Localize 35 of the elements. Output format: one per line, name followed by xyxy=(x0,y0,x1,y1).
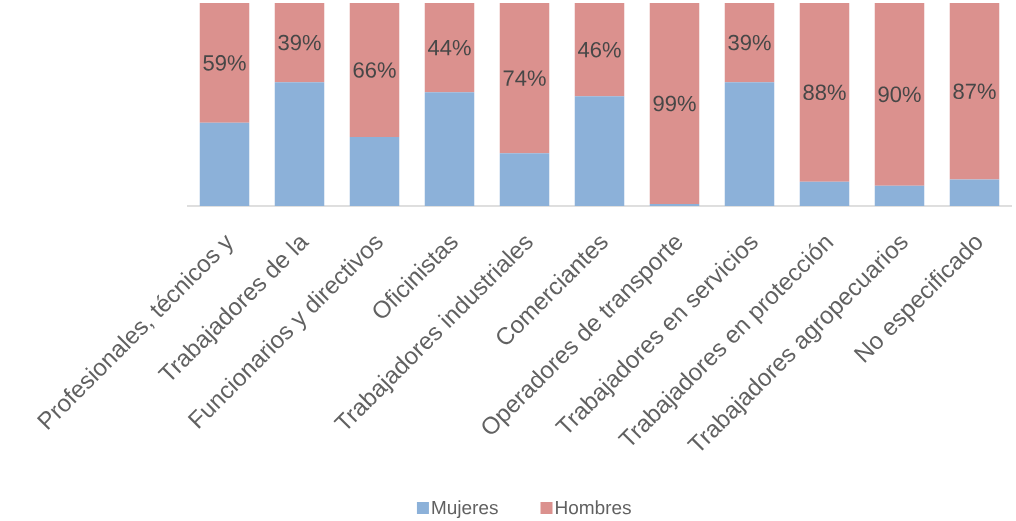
legend-label: Hombres xyxy=(556,500,631,515)
bar xyxy=(874,185,925,206)
bar xyxy=(424,2,475,93)
bar xyxy=(199,122,250,206)
data-label: 88% xyxy=(803,84,846,101)
bar xyxy=(649,2,700,204)
bar xyxy=(874,2,925,186)
data-label: 87% xyxy=(953,83,996,100)
bar xyxy=(274,2,325,83)
bar xyxy=(574,2,625,97)
bar xyxy=(274,82,325,206)
bar xyxy=(574,96,625,206)
bar xyxy=(424,92,475,206)
bar xyxy=(649,203,700,206)
legend-label: Mujeres xyxy=(432,500,498,519)
data-label: 46% xyxy=(577,41,621,58)
data-label: 74% xyxy=(503,70,546,86)
bar xyxy=(349,2,400,137)
bar xyxy=(199,2,250,123)
data-label: 66% xyxy=(353,62,396,78)
bar xyxy=(724,82,775,206)
bar xyxy=(799,181,850,206)
data-label: 90% xyxy=(878,86,921,103)
data-label: 99% xyxy=(653,95,696,112)
bar xyxy=(499,153,550,206)
bar xyxy=(949,2,1000,180)
data-label: 39% xyxy=(278,34,321,51)
bar xyxy=(799,2,850,182)
bar xyxy=(499,2,550,154)
data-label: 39% xyxy=(728,34,771,51)
data-label: 44% xyxy=(427,39,471,56)
bar xyxy=(724,2,775,83)
bar xyxy=(349,136,400,206)
data-label: 59% xyxy=(203,55,246,71)
bar xyxy=(949,179,1000,206)
